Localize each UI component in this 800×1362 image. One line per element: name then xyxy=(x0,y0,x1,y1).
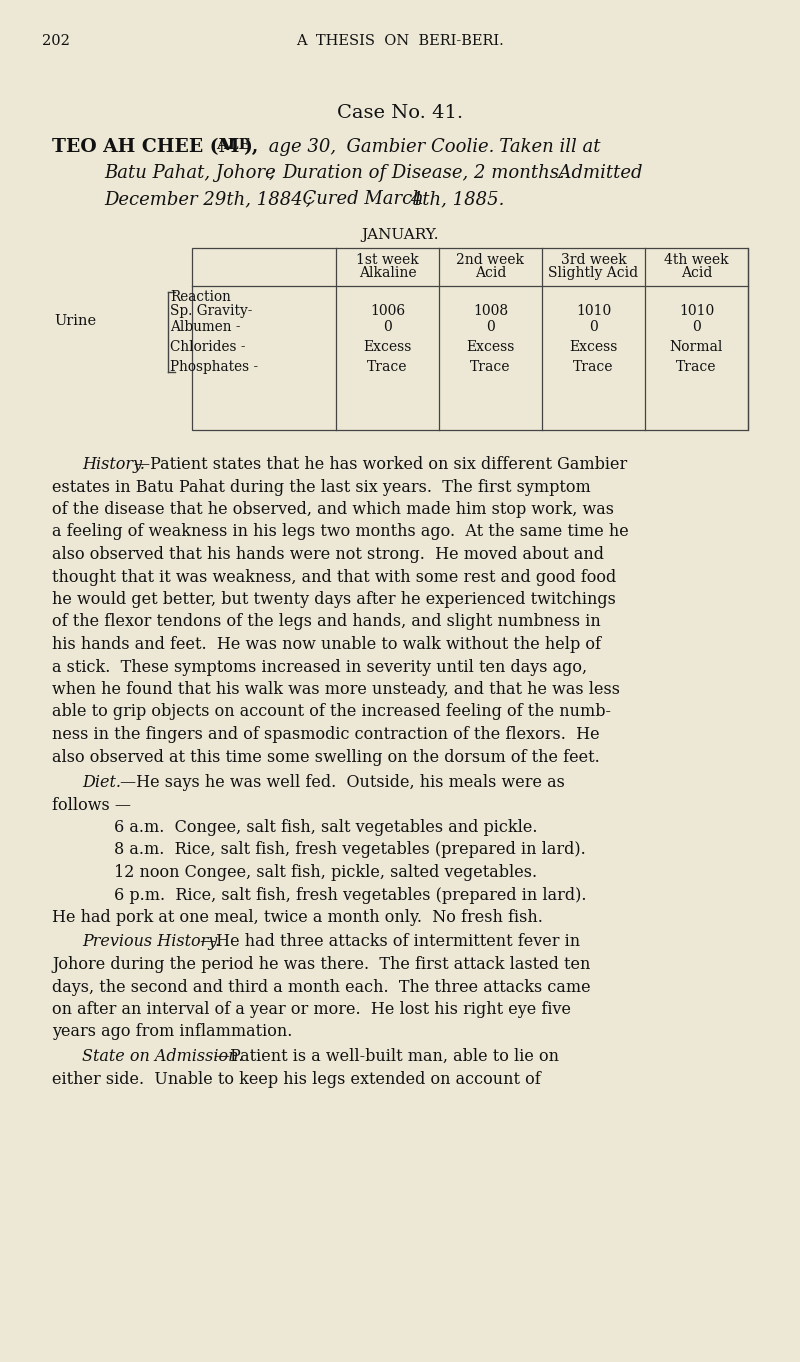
Text: Normal: Normal xyxy=(670,340,723,354)
Text: Duration of Disease, 2 months.: Duration of Disease, 2 months. xyxy=(282,163,565,183)
Text: estates in Batu Pahat during the last six years.  The first symptom: estates in Batu Pahat during the last si… xyxy=(52,478,590,496)
Text: either side.  Unable to keep his legs extended on account of: either side. Unable to keep his legs ext… xyxy=(52,1071,541,1087)
Text: also observed that his hands were not strong.  He moved about and: also observed that his hands were not st… xyxy=(52,546,604,563)
Text: thought that it was weakness, and that with some rest and good food: thought that it was weakness, and that w… xyxy=(52,568,616,586)
Text: History.: History. xyxy=(82,456,145,473)
Text: JANUARY.: JANUARY. xyxy=(362,227,438,242)
Text: Case No. 41.: Case No. 41. xyxy=(337,104,463,123)
Text: 0: 0 xyxy=(692,320,701,334)
Text: days, the second and third a month each.  The three attacks came: days, the second and third a month each.… xyxy=(52,978,590,996)
Text: 1010: 1010 xyxy=(679,304,714,317)
Text: Gambier Coolie.: Gambier Coolie. xyxy=(335,138,494,157)
Text: Admitted: Admitted xyxy=(547,163,642,183)
Text: 1006: 1006 xyxy=(370,304,405,317)
Text: 0: 0 xyxy=(383,320,392,334)
Text: Cured March: Cured March xyxy=(291,191,424,208)
Bar xyxy=(192,248,748,430)
Text: 2nd week: 2nd week xyxy=(457,253,525,267)
Text: Trace: Trace xyxy=(367,360,408,375)
Text: 202: 202 xyxy=(42,34,70,48)
Text: 12 noon Congee, salt fish, pickle, salted vegetables.: 12 noon Congee, salt fish, pickle, salte… xyxy=(114,864,537,881)
Text: age 30,: age 30, xyxy=(263,138,336,157)
Text: 1008: 1008 xyxy=(473,304,508,317)
Text: 6 p.m.  Rice, salt fish, fresh vegetables (prepared in lard).: 6 p.m. Rice, salt fish, fresh vegetables… xyxy=(114,887,586,903)
Text: on after an interval of a year or more.  He lost his right eye five: on after an interval of a year or more. … xyxy=(52,1001,571,1017)
Text: 3rd week: 3rd week xyxy=(561,253,626,267)
Text: Reaction: Reaction xyxy=(170,290,231,304)
Text: years ago from inflammation.: years ago from inflammation. xyxy=(52,1023,292,1041)
Text: Taken ill at: Taken ill at xyxy=(482,138,601,157)
Text: 4th, 1885.: 4th, 1885. xyxy=(405,191,504,208)
Text: December 29th, 1884 ;: December 29th, 1884 ; xyxy=(104,191,313,208)
Text: ness in the fingers and of spasmodic contraction of the flexors.  He: ness in the fingers and of spasmodic con… xyxy=(52,726,600,744)
Text: follows —: follows — xyxy=(52,797,131,813)
Text: TEO AH CHEE (M: TEO AH CHEE (M xyxy=(52,138,239,157)
Text: a feeling of weakness in his legs two months ago.  At the same time he: a feeling of weakness in his legs two mo… xyxy=(52,523,629,541)
Text: Excess: Excess xyxy=(466,340,514,354)
Text: Excess: Excess xyxy=(570,340,618,354)
Text: Phosphates -: Phosphates - xyxy=(170,360,258,375)
Text: —He had three attacks of intermittent fever in: —He had three attacks of intermittent fe… xyxy=(200,933,580,951)
Text: 0: 0 xyxy=(589,320,598,334)
Text: Batu Pahat, Johore: Batu Pahat, Johore xyxy=(104,163,276,183)
Text: of the disease that he observed, and which made him stop work, was: of the disease that he observed, and whi… xyxy=(52,501,614,518)
Text: ),: ), xyxy=(243,138,258,157)
Text: Urine: Urine xyxy=(54,315,96,328)
Text: He had pork at one meal, twice a month only.  No fresh fish.: He had pork at one meal, twice a month o… xyxy=(52,908,543,926)
Text: of the flexor tendons of the legs and hands, and slight numbness in: of the flexor tendons of the legs and ha… xyxy=(52,613,601,631)
Text: Acid: Acid xyxy=(681,266,712,281)
Text: 0: 0 xyxy=(486,320,495,334)
Text: able to grip objects on account of the increased feeling of the numb-: able to grip objects on account of the i… xyxy=(52,704,611,720)
Text: 4th week: 4th week xyxy=(664,253,729,267)
Text: ;: ; xyxy=(266,163,282,183)
Text: Acid: Acid xyxy=(475,266,506,281)
Text: —He says he was well fed.  Outside, his meals were as: —He says he was well fed. Outside, his m… xyxy=(120,774,565,791)
Text: Trace: Trace xyxy=(574,360,614,375)
Text: —Patient is a well-built man, able to lie on: —Patient is a well-built man, able to li… xyxy=(214,1047,559,1065)
Text: Previous History.: Previous History. xyxy=(82,933,220,951)
Text: A  THESIS  ON  BERI-BERI.: A THESIS ON BERI-BERI. xyxy=(296,34,504,48)
Text: when he found that his walk was more unsteady, and that he was less: when he found that his walk was more uns… xyxy=(52,681,620,697)
Text: Albumen -: Albumen - xyxy=(170,320,241,334)
Text: Sp. Gravity-: Sp. Gravity- xyxy=(170,304,252,317)
Text: 1st week: 1st week xyxy=(356,253,419,267)
Text: his hands and feet.  He was now unable to walk without the help of: his hands and feet. He was now unable to… xyxy=(52,636,601,652)
Text: Trace: Trace xyxy=(676,360,717,375)
Text: Diet.: Diet. xyxy=(82,774,121,791)
Text: 8 a.m.  Rice, salt fish, fresh vegetables (prepared in lard).: 8 a.m. Rice, salt fish, fresh vegetables… xyxy=(114,842,586,858)
Text: Excess: Excess xyxy=(363,340,412,354)
Text: Slightly Acid: Slightly Acid xyxy=(549,266,638,281)
Text: 6 a.m.  Congee, salt fish, salt vegetables and pickle.: 6 a.m. Congee, salt fish, salt vegetable… xyxy=(114,819,538,836)
Text: he would get better, but twenty days after he experienced twitchings: he would get better, but twenty days aft… xyxy=(52,591,616,607)
Text: Alkaline: Alkaline xyxy=(358,266,416,281)
Text: ALE: ALE xyxy=(216,138,250,153)
Text: Johore during the period he was there.  The first attack lasted ten: Johore during the period he was there. T… xyxy=(52,956,590,972)
Text: Chlorides -: Chlorides - xyxy=(170,340,246,354)
Text: 1010: 1010 xyxy=(576,304,611,317)
Text: —Patient states that he has worked on six different Gambier: —Patient states that he has worked on si… xyxy=(134,456,627,473)
Text: State on Admission.: State on Admission. xyxy=(82,1047,243,1065)
Text: a stick.  These symptoms increased in severity until ten days ago,: a stick. These symptoms increased in sev… xyxy=(52,658,587,676)
Text: Trace: Trace xyxy=(470,360,510,375)
Text: also observed at this time some swelling on the dorsum of the feet.: also observed at this time some swelling… xyxy=(52,749,600,765)
